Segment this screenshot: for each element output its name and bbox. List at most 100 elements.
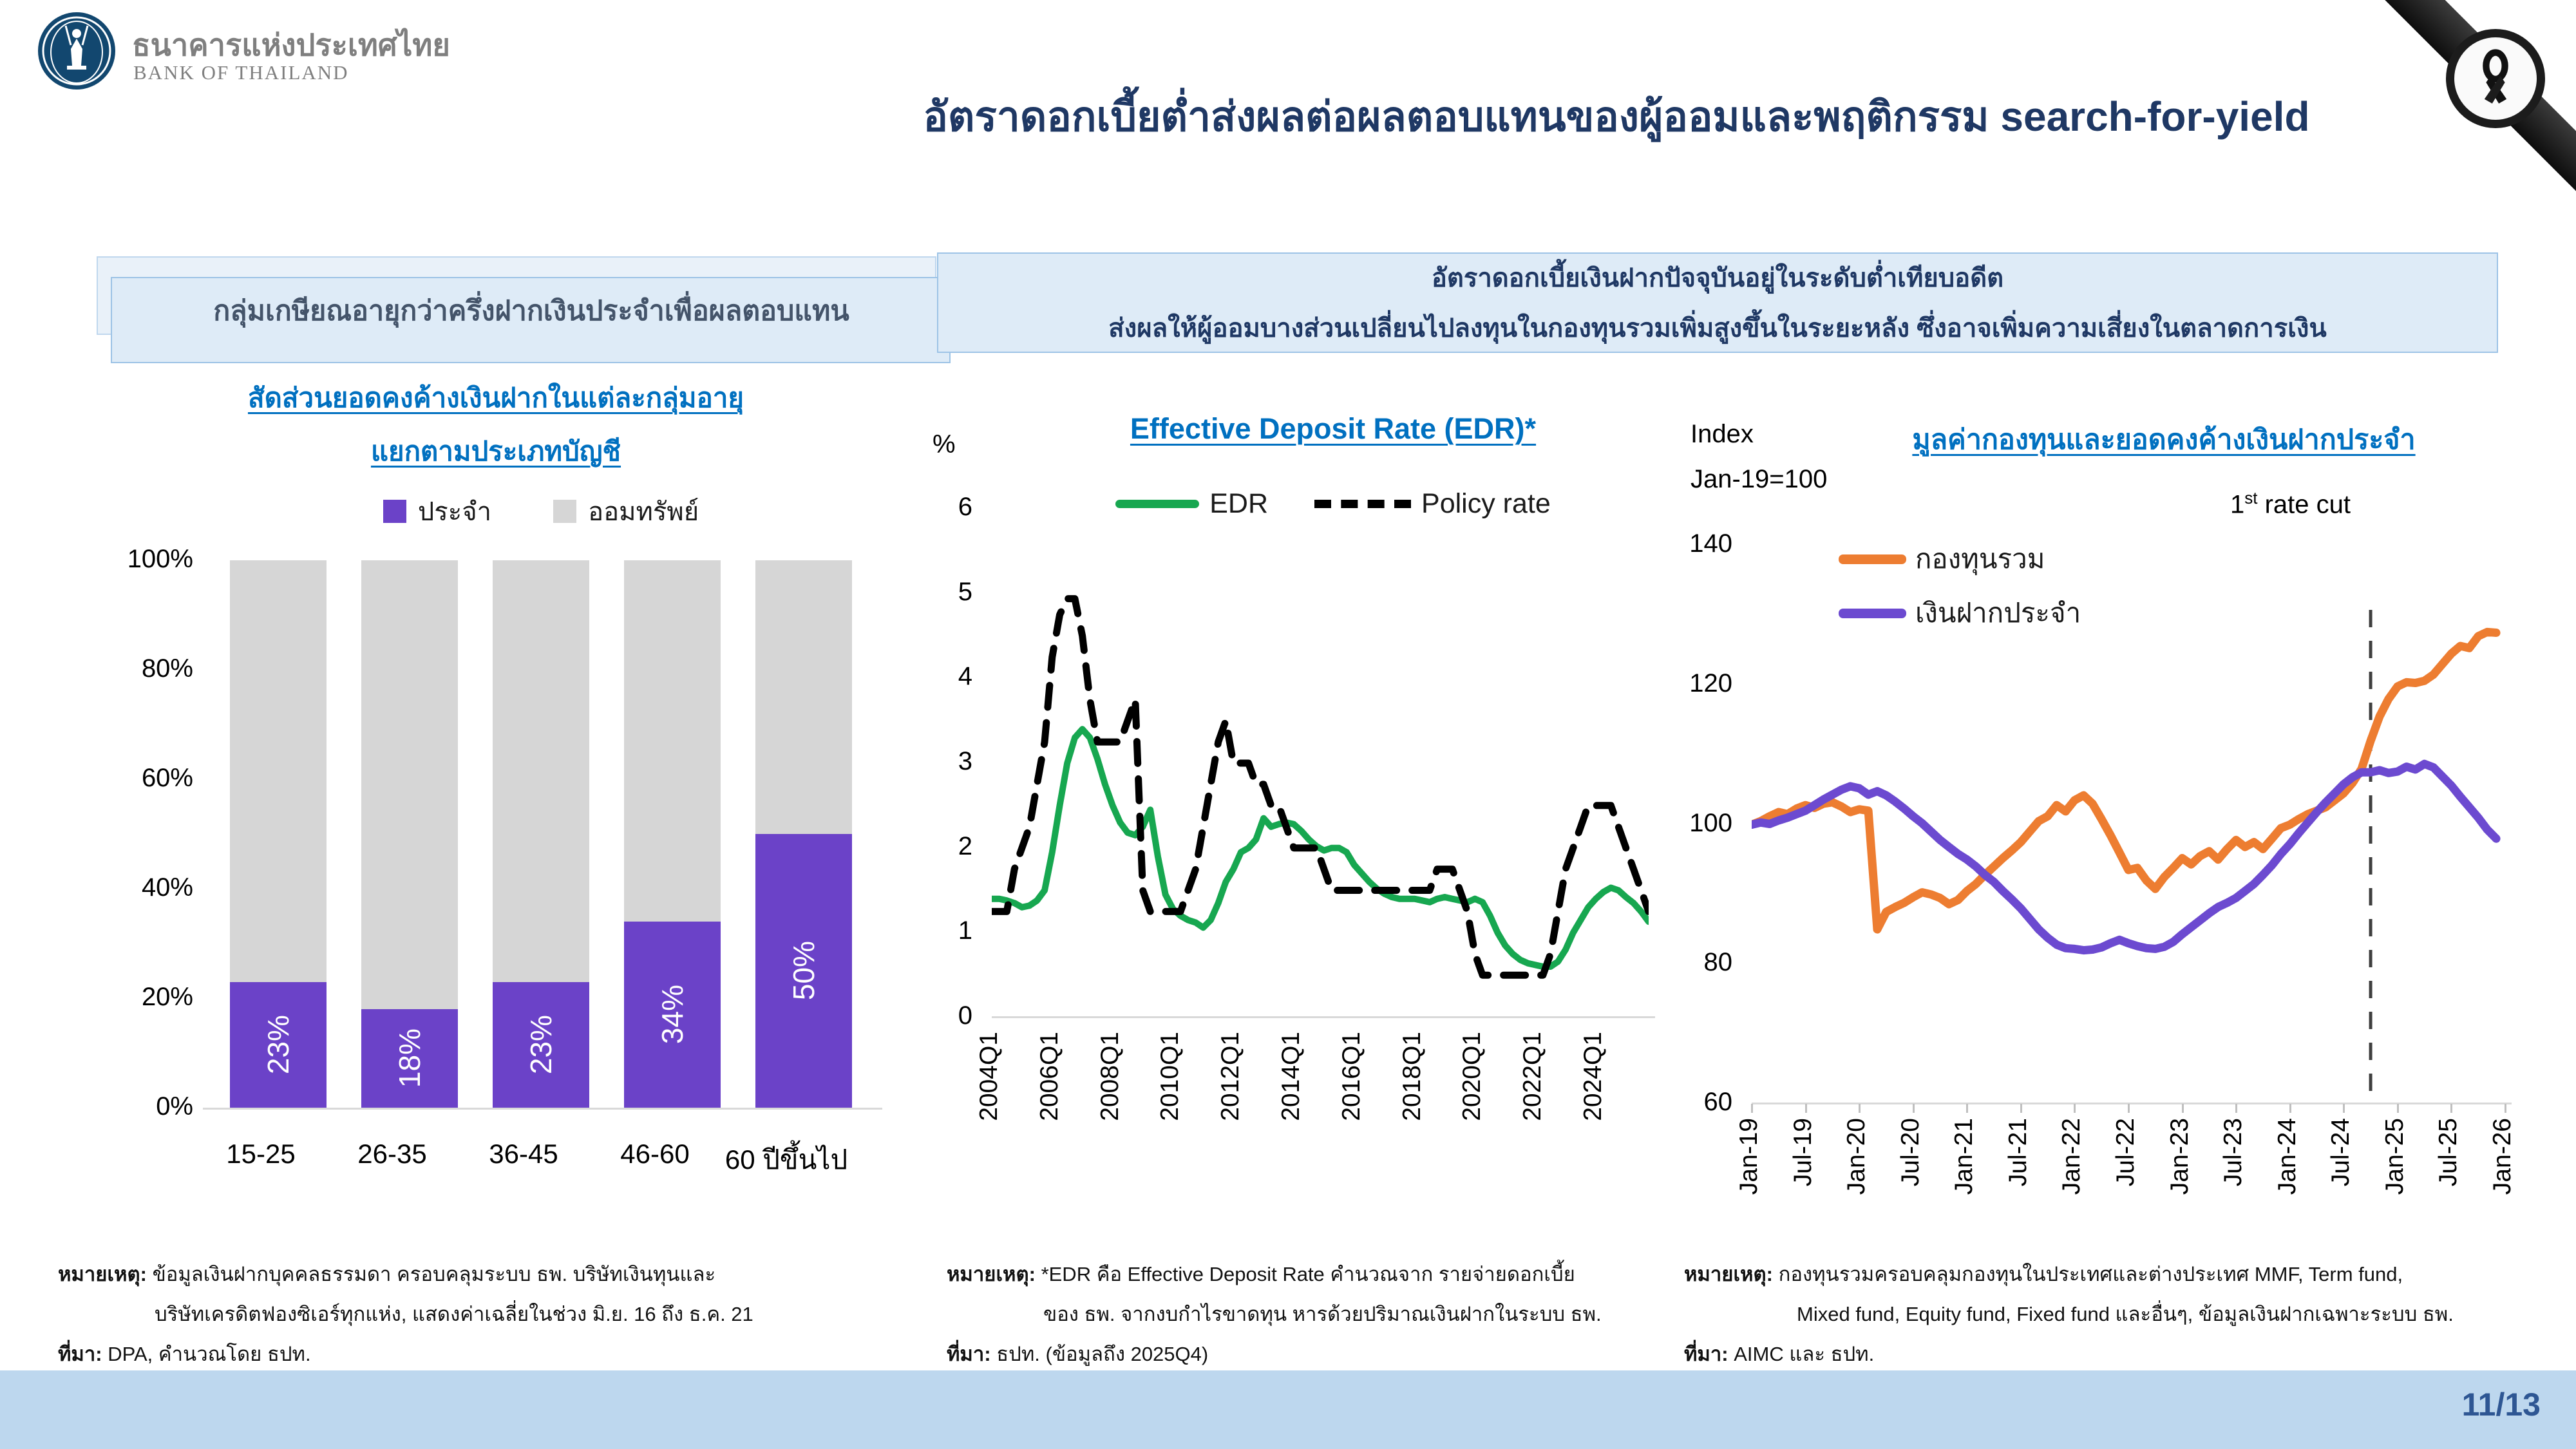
bar-category-label: 36-45 bbox=[489, 1139, 558, 1169]
fund-chart-plot-tickstub bbox=[2505, 1104, 2506, 1113]
slide-title: อัตราดอกเบี้ยต่ำส่งผลต่อผลตอบแทนของผู้ออ… bbox=[923, 93, 2310, 140]
bar-savings-segment bbox=[361, 560, 458, 1009]
fund-chart-plot-ytick: 80 bbox=[1703, 948, 1733, 977]
page-number: 11/13 bbox=[2461, 1387, 2541, 1423]
legend-edr-swatch bbox=[1115, 500, 1200, 508]
left-chart-ytick: 0% bbox=[156, 1092, 193, 1121]
bar-fixed-segment: 50% bbox=[755, 834, 852, 1108]
fund-chart-plot-xtick: Jan-22 bbox=[2058, 1118, 2086, 1195]
right-note-line2: Mixed fund, Equity fund, Fixed fund และอ… bbox=[1797, 1303, 2454, 1325]
fund-chart-plot-xtick: Jul-25 bbox=[2434, 1118, 2463, 1187]
series-Policy rate bbox=[988, 595, 1653, 979]
legend-policy-swatch bbox=[1314, 500, 1412, 508]
fund-chart-plot-tickstub bbox=[2020, 1104, 2022, 1113]
edr-chart-plot-xtick: 2004Q1 bbox=[975, 1032, 1003, 1121]
fund-chart-plot-tickstub bbox=[2128, 1104, 2130, 1113]
edr-chart-plot-xtick: 2016Q1 bbox=[1337, 1032, 1365, 1121]
bar-savings-segment bbox=[493, 560, 589, 982]
fund-chart-plot-xtick: Jan-23 bbox=[2165, 1118, 2193, 1195]
legend-savings-label: ออมทรัพย์ bbox=[588, 498, 699, 526]
left-chart-ytick: 20% bbox=[141, 983, 193, 1011]
fund-chart-plot-tickstub bbox=[1804, 1104, 1807, 1113]
middle-footnote: หมายเหตุ: *EDR คือ Effective Deposit Rat… bbox=[947, 1255, 1694, 1374]
fund-chart-plot-xtick: Jul-22 bbox=[2112, 1118, 2139, 1187]
middle-source-text: ธปท. (ข้อมูลถึง 2025Q4) bbox=[996, 1343, 1209, 1365]
bar-savings-segment bbox=[624, 560, 721, 922]
left-chart-ytick: 100% bbox=[127, 545, 193, 573]
fund-chart-plot-tickstub bbox=[2235, 1104, 2238, 1113]
edr-chart-plot-ytick: 1 bbox=[958, 916, 972, 945]
legend-fixed-deposit-label: ประจำ bbox=[417, 498, 492, 526]
left-chart-axis bbox=[203, 1108, 882, 1110]
fund-chart-plot-ytick: 120 bbox=[1689, 668, 1732, 697]
center-headline-line1: อัตราดอกเบี้ยเงินฝากปัจจุบันอยู่ในระดับต… bbox=[1431, 264, 2004, 292]
edr-chart-plot-xtick: 2012Q1 bbox=[1217, 1032, 1245, 1121]
middle-note-line1: *EDR คือ Effective Deposit Rate คำนวณจาก… bbox=[1041, 1263, 1575, 1285]
edr-chart-plot-xtick: 2024Q1 bbox=[1578, 1032, 1607, 1121]
bar-value-label: 18% bbox=[393, 1028, 426, 1088]
edr-chart-plot-xtick: 2010Q1 bbox=[1156, 1032, 1184, 1121]
edr-chart-legend: EDR Policy rate bbox=[1043, 488, 1623, 520]
legend-savings-swatch bbox=[553, 500, 577, 523]
bar-fixed-segment: 23% bbox=[493, 981, 589, 1108]
left-chart-legend: ประจำ ออมทรัพย์ bbox=[213, 491, 869, 532]
bar-category-label: 46-60 bbox=[620, 1139, 690, 1169]
fund-chart-plot-xtick: Jul-21 bbox=[2003, 1118, 2032, 1187]
fund-chart-plot-xtick: Jan-21 bbox=[1950, 1118, 1978, 1195]
left-headline-box bbox=[111, 277, 951, 363]
legend-edr-label: EDR bbox=[1209, 488, 1269, 519]
bar-fixed-segment: 34% bbox=[624, 922, 721, 1108]
series-EDR bbox=[989, 726, 1652, 970]
edr-chart-plot bbox=[988, 509, 1653, 1018]
edr-chart-plot-svg bbox=[988, 595, 1653, 979]
legend-policy-label: Policy rate bbox=[1421, 488, 1551, 519]
middle-source-label: ที่มา: bbox=[947, 1343, 991, 1365]
edr-chart-plot-xtick: 2018Q1 bbox=[1397, 1032, 1426, 1121]
legend-mutual-fund-swatch bbox=[1839, 554, 1906, 564]
left-footnote: หมายเหตุ: ข้อมูลเงินฝากบุคคลธรรมดา ครอบค… bbox=[58, 1255, 921, 1374]
fund-chart-plot-xtick: Jan-26 bbox=[2488, 1118, 2516, 1195]
legend-mutual-fund-label: กองทุนรวม bbox=[1915, 544, 2045, 574]
fund-chart-plot-tickstub bbox=[2074, 1104, 2076, 1113]
series-เงินฝากประจำ bbox=[1747, 759, 2501, 955]
fund-chart-plot-xtick: Jan-25 bbox=[2380, 1118, 2409, 1195]
bar-15-25: 23% bbox=[230, 560, 327, 1108]
fund-chart-plot-tickstub bbox=[1966, 1104, 1969, 1113]
right-note-line1: กองทุนรวมครอบคลุมกองทุนในประเทศและต่างปร… bbox=[1778, 1263, 2403, 1285]
left-headline: กลุ่มเกษียณอายุกว่าครึ่งฝากเงินประจำเพื่… bbox=[213, 296, 849, 327]
fund-chart-title: มูลค่ากองทุนและยอดคงค้างเงินฝากประจำ bbox=[1912, 424, 2416, 455]
bar-fixed-segment: 23% bbox=[230, 981, 327, 1108]
fund-chart-plot-xtick: Jul-24 bbox=[2327, 1118, 2355, 1187]
fund-index-base: Jan-19=100 bbox=[1690, 465, 1828, 493]
bar-category-label: 26-35 bbox=[357, 1139, 427, 1169]
fund-chart-axis bbox=[1752, 1103, 2512, 1104]
fund-chart-plot-xtick: Jul-19 bbox=[1788, 1118, 1817, 1187]
edr-chart-plot-ytick: 0 bbox=[958, 1001, 972, 1030]
fund-chart-plot-tickstub bbox=[2343, 1104, 2345, 1113]
bar-savings-segment bbox=[755, 560, 852, 834]
bar-26-35: 18% bbox=[361, 560, 458, 1108]
bar-value-label: 23% bbox=[261, 1015, 295, 1075]
fund-chart-plot-tickstub bbox=[2181, 1104, 2184, 1113]
edr-chart-plot-ytick: 5 bbox=[958, 577, 972, 606]
center-headline-box: อัตราดอกเบี้ยเงินฝากปัจจุบันอยู่ในระดับต… bbox=[937, 252, 2498, 353]
rate-cut-annotation: 1st rate cut bbox=[2230, 488, 2351, 519]
edr-y-axis-unit: % bbox=[933, 430, 956, 459]
bar-46-60: 34% bbox=[624, 560, 721, 1108]
bank-name-thai: ธนาคารแห่งประเทศไทย bbox=[132, 28, 450, 62]
edr-chart-axis bbox=[992, 1016, 1655, 1018]
fund-chart-plot-xtick: Jul-23 bbox=[2219, 1118, 2248, 1187]
fund-chart-plot-xtick: Jan-20 bbox=[1842, 1118, 1871, 1195]
left-note-line1: ข้อมูลเงินฝากบุคคลธรรมดา ครอบคลุมระบบ ธพ… bbox=[152, 1263, 716, 1285]
left-chart-ytick: 80% bbox=[141, 654, 193, 683]
fund-chart-plot-xtick: Jan-24 bbox=[2273, 1118, 2301, 1195]
left-source-label: ที่มา: bbox=[58, 1343, 102, 1365]
age-bar-xlabels: 15-25 26-35 36-45 46-60 60 ปีขึ้นไป bbox=[195, 1139, 904, 1177]
left-chart-title-line1: สัดส่วนยอดคงค้างเงินฝากในแต่ละกลุ่มอายุ bbox=[247, 383, 744, 413]
edr-chart-plot-ytick: 2 bbox=[958, 831, 972, 860]
bar-value-label: 23% bbox=[524, 1015, 558, 1075]
fund-chart-plot-xtick: Jul-20 bbox=[1896, 1118, 1924, 1187]
fund-index-label: Index bbox=[1690, 420, 1754, 448]
fund-chart-plot-ytick: 100 bbox=[1689, 808, 1732, 837]
bar-category-label: 15-25 bbox=[226, 1139, 296, 1169]
